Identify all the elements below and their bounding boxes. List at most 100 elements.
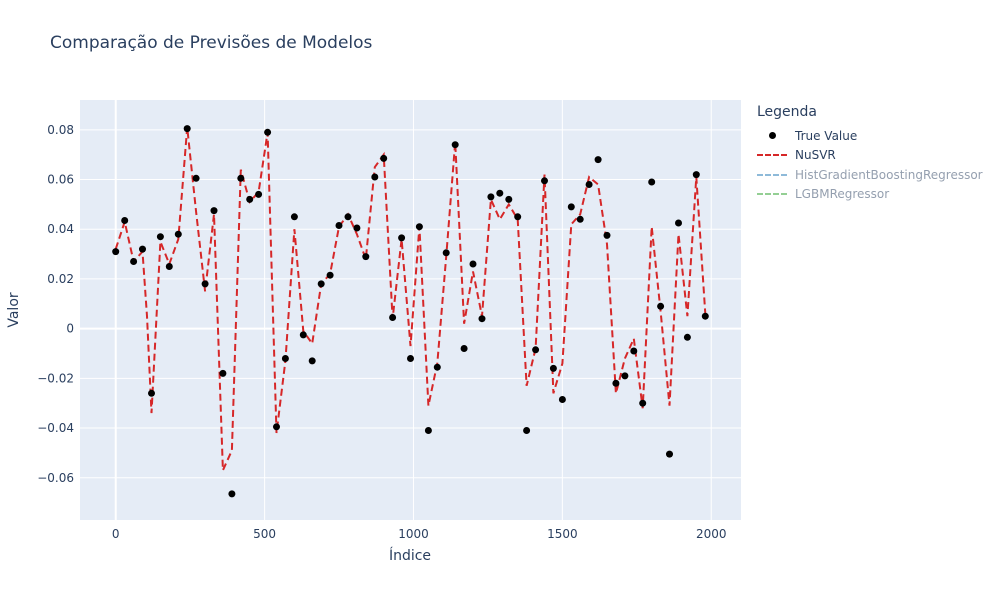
x-tick-label: 0 [112,527,120,541]
true-value-point [701,312,709,320]
true-value-point [255,190,263,198]
y-axis-title: Valor [6,292,22,328]
true-value-point [246,195,254,203]
true-value-point [344,213,352,221]
true-value-point [460,345,468,352]
true-value-point [371,173,379,181]
true-value-point [308,357,316,365]
true-value-point [389,314,397,321]
x-tick-label: 500 [253,527,276,541]
marker-icon [757,130,787,142]
true-value-point [683,333,691,341]
true-value-point [299,331,307,339]
true-value-point [228,490,236,498]
true-value-point [317,280,325,288]
true-value-point [362,253,370,261]
x-tick-label: 2000 [696,527,727,541]
true-value-point [666,450,673,458]
true-value-point [183,125,191,133]
true-value-point [148,389,155,397]
true-value-point [505,195,513,203]
true-value-point [541,177,548,185]
true-value-point [353,224,361,232]
true-value-point [496,189,504,197]
true-value-point [675,219,682,227]
true-value-point [567,203,575,211]
x-axis-title: Índice [389,547,431,564]
true-value-point [487,193,495,201]
x-axis-ticks: 0 500 1000 1500 2000 [112,527,727,541]
y-tick-label: 0 [66,322,74,336]
legend-item-nusvr[interactable]: NuSVR [757,146,983,166]
true-value-point [130,258,138,265]
true-value-point [415,223,423,231]
true-value-point [451,141,459,149]
true-value-point [514,213,522,221]
true-value-point [478,315,486,323]
legend-title: Legenda [757,104,818,120]
true-value-point [657,302,665,310]
legend-item-histgradientboosting[interactable]: HistGradientBoostingRegressor [757,165,983,185]
true-value-point [576,215,584,223]
true-value-point [424,427,432,434]
true-value-point [532,346,540,354]
plot-background [80,100,741,520]
dashed-line-icon [757,149,787,161]
true-value-point [549,364,557,372]
true-value-point [442,249,450,257]
true-value-point [326,271,334,279]
true-value-point [558,396,566,403]
true-value-point [210,207,218,215]
dashed-line-icon [757,188,787,200]
true-value-point [621,372,629,380]
y-axis-ticks: −0.06 −0.04 −0.02 0 0.02 0.04 0.06 0.08 [37,123,74,485]
y-tick-label: 0.08 [47,123,74,137]
true-value-point [121,217,129,224]
legend-label: HistGradientBoostingRegressor [795,167,983,182]
legend-label: LGBMRegressor [795,187,890,202]
true-value-point [192,174,200,182]
true-value-point [433,363,441,371]
true-value-point [174,230,182,238]
legend-item-true-value[interactable]: True Value [757,126,983,146]
y-tick-label: −0.04 [37,421,74,435]
y-tick-label: 0.06 [47,173,74,187]
true-value-point [630,347,638,355]
legend-label: True Value [795,128,858,143]
true-value-point [612,379,620,387]
true-value-point [692,171,700,179]
legend-label: NuSVR [795,148,836,163]
true-value-point [139,245,146,253]
true-value-point [594,156,602,164]
true-value-point [407,355,414,362]
series-markers [112,125,709,498]
true-value-point [281,355,289,362]
true-value-point [380,154,388,162]
true-value-point [112,248,120,256]
true-value-point [165,263,173,270]
y-tick-label: −0.06 [37,471,74,485]
true-value-point [156,233,164,241]
true-value-point [264,128,272,136]
true-value-point [290,213,298,221]
legend-item-lgbmregressor[interactable]: LGBMRegressor [757,185,983,205]
x-tick-label: 1500 [547,527,578,541]
true-value-point [469,260,477,268]
true-value-point [398,234,406,242]
x-tick-label: 1000 [398,527,429,541]
dashed-line-icon [757,169,787,181]
chart-title: Comparação de Previsões de Modelos [50,33,373,53]
true-value-point [335,222,343,229]
true-value-point [639,399,647,407]
true-value-point [201,280,209,288]
true-value-point [648,178,656,186]
true-value-point [237,174,245,182]
true-value-point [585,181,593,188]
true-value-point [523,427,531,434]
y-tick-label: 0.02 [47,272,74,286]
true-value-point [219,369,227,377]
grid-lines [80,100,741,520]
legend: Legenda True Value NuSVR HistGradientBoo… [757,104,983,204]
true-value-point [603,231,611,239]
